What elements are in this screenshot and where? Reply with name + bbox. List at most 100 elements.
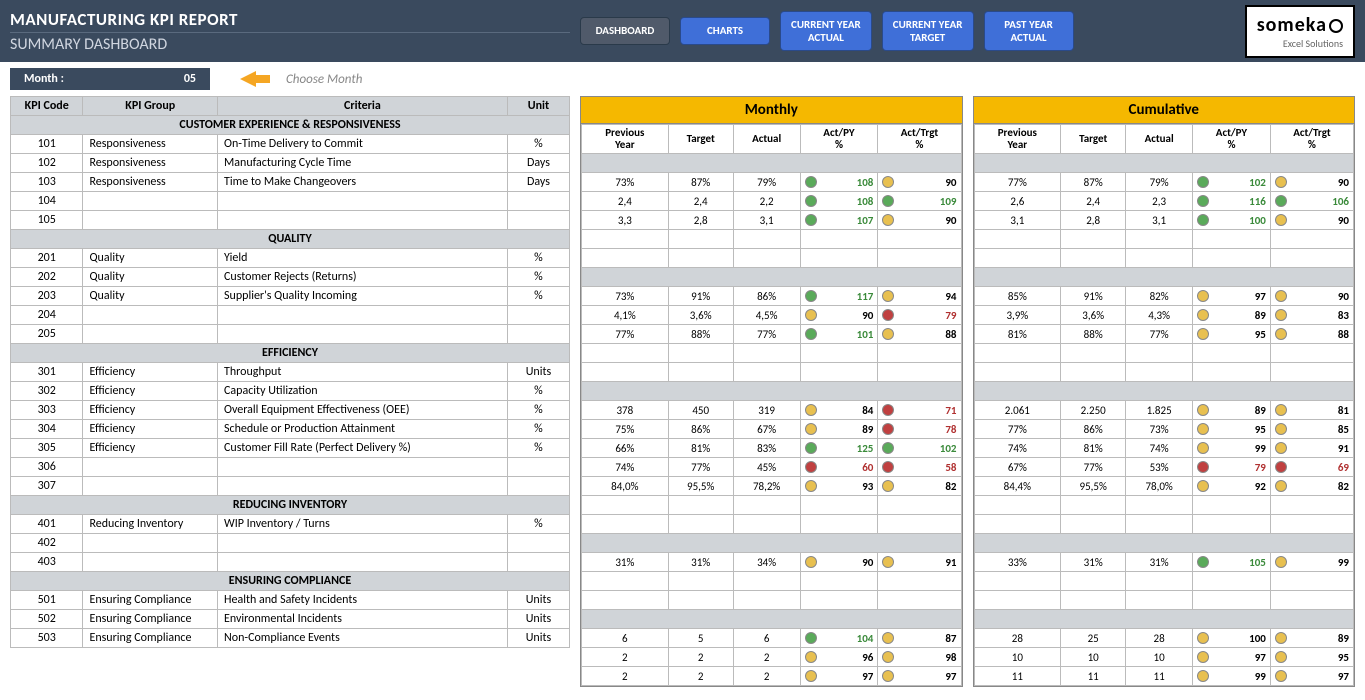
cell-group <box>83 458 218 477</box>
data-cell: 86% <box>668 420 733 439</box>
cell-unit: % <box>507 439 569 458</box>
data-cell: 4,5% <box>733 306 800 325</box>
col-group: KPI Group <box>83 97 218 116</box>
status-dot-icon <box>882 442 894 454</box>
cell-group <box>83 553 218 572</box>
cell-code: 104 <box>11 192 83 211</box>
cell-code: 202 <box>11 268 83 287</box>
data-cell: 86% <box>733 287 800 306</box>
data-cell: 28 <box>974 629 1061 648</box>
table-row: 303EfficiencyOverall Equipment Effective… <box>11 401 570 420</box>
data-cell: 2,8 <box>668 211 733 230</box>
table-row: 77%86%73%9585 <box>974 420 1354 439</box>
cell-unit: % <box>507 401 569 420</box>
data-cell: 81% <box>974 325 1061 344</box>
table-row <box>582 249 962 268</box>
nav-btn-current-year-target[interactable]: CURRENT YEARTARGET <box>882 11 974 51</box>
status-dot-icon <box>805 480 817 492</box>
data-cell: 91% <box>668 287 733 306</box>
section-spacer <box>582 610 962 629</box>
cell-unit: Days <box>507 154 569 173</box>
status-dot-icon <box>882 328 894 340</box>
cell-criteria: Environmental Incidents <box>218 610 508 629</box>
data-cell: 53% <box>1126 458 1193 477</box>
data-cell: 87% <box>668 173 733 192</box>
cell-unit: % <box>507 268 569 287</box>
data-cell: 34% <box>733 553 800 572</box>
table-row: 31%31%34%9091 <box>582 553 962 572</box>
status-dot-icon <box>1275 442 1287 454</box>
table-row: 204 <box>11 306 570 325</box>
table-row: 502Ensuring ComplianceEnvironmental Inci… <box>11 610 570 629</box>
section-spacer <box>582 382 962 401</box>
status-dot-icon <box>882 176 894 188</box>
cell-code: 201 <box>11 249 83 268</box>
data-cell: 86% <box>1061 420 1126 439</box>
data-cell: 10 <box>974 648 1061 667</box>
table-row: 2229797 <box>582 667 962 686</box>
data-cell: 3,1 <box>733 211 800 230</box>
data-cell: 90 <box>878 173 961 192</box>
table-row: 3,32,83,110790 <box>582 211 962 230</box>
data-cell: 2 <box>733 667 800 686</box>
status-dot-icon <box>882 461 894 473</box>
data-cell: 89 <box>1270 629 1353 648</box>
cell-group: Efficiency <box>83 401 218 420</box>
data-cell: 97 <box>800 667 878 686</box>
table-row <box>582 572 962 591</box>
data-cell: 2 <box>582 648 669 667</box>
cell-group: Quality <box>83 268 218 287</box>
nav-btn-dashboard[interactable]: DASHBOARD <box>580 17 670 44</box>
nav-btn-charts[interactable]: CHARTS <box>680 17 770 44</box>
cell-criteria: Throughput <box>218 363 508 382</box>
data-cell: 3,9% <box>974 306 1061 325</box>
nav-btn-current-year-actual[interactable]: CURRENT YEARACTUAL <box>780 11 872 51</box>
status-dot-icon <box>882 423 894 435</box>
data-cell: 10 <box>1061 648 1126 667</box>
status-dot-icon <box>1197 423 1209 435</box>
data-cell: 25 <box>1061 629 1126 648</box>
data-cell: 2,8 <box>1061 211 1126 230</box>
data-cell: 45% <box>733 458 800 477</box>
status-dot-icon <box>1197 214 1209 226</box>
data-cell: 90 <box>1270 287 1353 306</box>
cell-code: 102 <box>11 154 83 173</box>
data-cell: 117 <box>800 287 878 306</box>
cell-group: Responsiveness <box>83 173 218 192</box>
table-row <box>582 591 962 610</box>
col-criteria: Criteria <box>218 97 508 116</box>
data-cell: 90 <box>1270 211 1353 230</box>
data-cell: 67% <box>733 420 800 439</box>
cell-group: Efficiency <box>83 382 218 401</box>
data-cell: 97 <box>1270 667 1353 686</box>
data-cell: 82% <box>1126 287 1193 306</box>
data-cell: 98 <box>878 648 961 667</box>
status-dot-icon <box>1197 461 1209 473</box>
data-cell: 99 <box>1193 439 1271 458</box>
section-spacer <box>974 534 1354 553</box>
data-cell: 2 <box>668 667 733 686</box>
data-cell: 11 <box>1126 667 1193 686</box>
data-cell: 77% <box>733 325 800 344</box>
cell-group: Ensuring Compliance <box>83 610 218 629</box>
data-cell: 85 <box>1270 420 1353 439</box>
data-cell: 95 <box>1270 648 1353 667</box>
data-cell: 31% <box>1126 553 1193 572</box>
data-cell: 85% <box>974 287 1061 306</box>
data-cell: 125 <box>800 439 878 458</box>
nav-btn-past-year-actual[interactable]: PAST YEARACTUAL <box>984 11 1074 51</box>
status-dot-icon <box>805 442 817 454</box>
month-selector[interactable]: Month : 05 <box>10 68 210 90</box>
dashboard-grid: KPI Code KPI Group Criteria Unit CUSTOME… <box>0 96 1365 687</box>
cell-group <box>83 211 218 230</box>
kpi-table: KPI Code KPI Group Criteria Unit CUSTOME… <box>10 96 570 648</box>
data-cell: 4,3% <box>1126 306 1193 325</box>
data-cell: 91 <box>1270 439 1353 458</box>
data-cell: 88 <box>1270 325 1353 344</box>
data-cell: 102 <box>1193 173 1271 192</box>
status-dot-icon <box>882 670 894 682</box>
table-row: 105 <box>11 211 570 230</box>
cell-code: 204 <box>11 306 83 325</box>
status-dot-icon <box>805 195 817 207</box>
cell-group: Efficiency <box>83 420 218 439</box>
